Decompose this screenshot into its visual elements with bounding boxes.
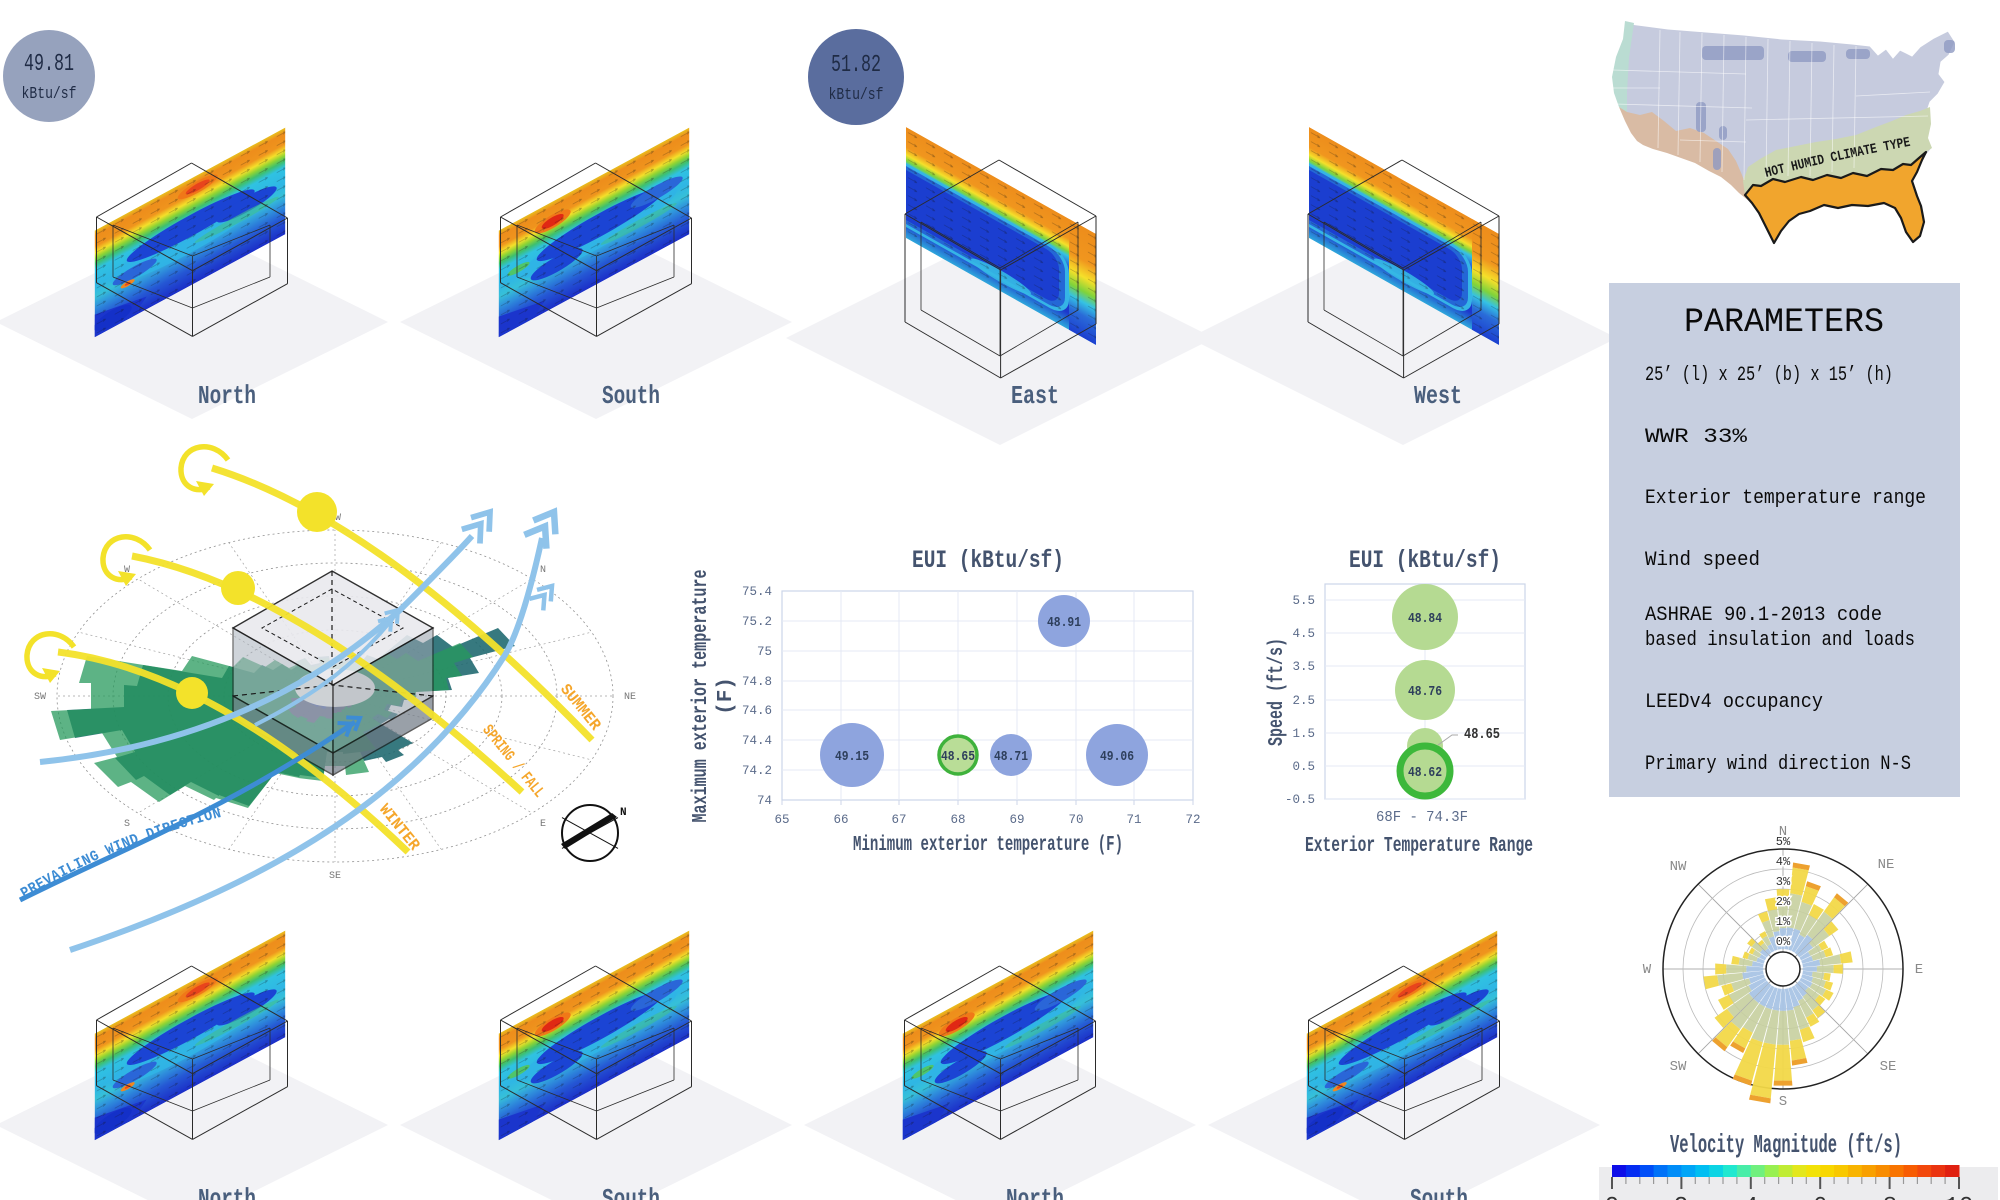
svg-text:N: N xyxy=(540,565,546,576)
svg-text:E: E xyxy=(1915,962,1923,978)
svg-text:W: W xyxy=(1643,962,1652,978)
svg-text:3.5: 3.5 xyxy=(1292,660,1315,674)
svg-text:kBtu/sf: kBtu/sf xyxy=(829,86,884,105)
svg-text:71: 71 xyxy=(1126,813,1141,827)
svg-text:5.5: 5.5 xyxy=(1292,594,1315,608)
svg-text:74: 74 xyxy=(757,794,772,808)
svg-text:68: 68 xyxy=(950,813,965,827)
svg-text:75.2: 75.2 xyxy=(742,615,772,629)
svg-text:North: North xyxy=(198,381,256,411)
svg-text:1.5: 1.5 xyxy=(1292,727,1315,741)
svg-text:4: 4 xyxy=(1744,1194,1758,1200)
svg-text:S: S xyxy=(1779,1094,1787,1110)
svg-text:SW: SW xyxy=(1670,1059,1687,1075)
svg-text:48.91: 48.91 xyxy=(1047,615,1081,631)
svg-text:5%: 5% xyxy=(1776,835,1791,849)
svg-text:75: 75 xyxy=(757,645,772,659)
svg-text:0.5: 0.5 xyxy=(1292,760,1315,774)
svg-text:West: West xyxy=(1414,381,1462,411)
svg-text:74.6: 74.6 xyxy=(742,704,772,718)
svg-text:PARAMETERS: PARAMETERS xyxy=(1684,304,1884,342)
svg-text:North: North xyxy=(1006,1184,1064,1200)
svg-text:48.71: 48.71 xyxy=(994,749,1028,765)
svg-text:Speed (ft/s): Speed (ft/s) xyxy=(1266,638,1289,746)
svg-text:0%: 0% xyxy=(1776,935,1791,949)
svg-text:25’ (l) x 25’ (b) x 15’ (h): 25’ (l) x 25’ (b) x 15’ (h) xyxy=(1645,364,1893,387)
svg-text:NW: NW xyxy=(1670,859,1687,875)
svg-text:N: N xyxy=(620,807,627,819)
svg-text:LEEDv4 occupancy: LEEDv4 occupancy xyxy=(1645,691,1823,714)
svg-text:NE: NE xyxy=(624,692,636,703)
svg-text:ASHRAE 90.1-2013 code: ASHRAE 90.1-2013 code xyxy=(1645,604,1882,627)
svg-text:2.5: 2.5 xyxy=(1292,694,1315,708)
svg-text:SE: SE xyxy=(1880,1059,1897,1075)
svg-text:Velocity Magnitude (ft/s): Velocity Magnitude (ft/s) xyxy=(1670,1130,1902,1160)
svg-text:E: E xyxy=(540,819,546,830)
svg-text:SE: SE xyxy=(329,871,341,882)
svg-text:EUI (kBtu/sf): EUI (kBtu/sf) xyxy=(912,546,1064,575)
svg-text:48.62: 48.62 xyxy=(1408,765,1442,781)
svg-text:4%: 4% xyxy=(1776,855,1791,869)
svg-text:3%: 3% xyxy=(1776,875,1791,889)
svg-text:69: 69 xyxy=(1009,813,1024,827)
svg-text:North: North xyxy=(198,1184,256,1200)
svg-text:Exterior temperature range: Exterior temperature range xyxy=(1645,487,1926,510)
svg-text:66: 66 xyxy=(833,813,848,827)
svg-text:Maximum exterior temperature: Maximum exterior temperature xyxy=(690,570,713,823)
svg-text:48.84: 48.84 xyxy=(1408,611,1442,627)
svg-text:2%: 2% xyxy=(1776,895,1791,909)
svg-text:WWR 33%: WWR 33% xyxy=(1645,426,1748,449)
svg-text:S: S xyxy=(124,819,130,830)
svg-text:W: W xyxy=(124,565,130,576)
svg-text:East: East xyxy=(1011,381,1059,411)
svg-text:PREVAILING WIND DIRECTION: PREVAILING WIND DIRECTION xyxy=(18,805,223,902)
svg-text:6: 6 xyxy=(1813,1194,1827,1200)
svg-text:49.06: 49.06 xyxy=(1100,749,1134,765)
svg-text:kBtu/sf: kBtu/sf xyxy=(22,85,77,104)
svg-text:51.82: 51.82 xyxy=(831,52,881,79)
svg-text:75.4: 75.4 xyxy=(742,585,772,599)
svg-text:68F - 74.3F: 68F - 74.3F xyxy=(1376,809,1468,826)
svg-text:65: 65 xyxy=(774,813,789,827)
svg-text:49.81: 49.81 xyxy=(24,51,74,78)
svg-text:N: N xyxy=(1779,824,1787,840)
svg-text:8: 8 xyxy=(1883,1194,1897,1200)
svg-text:48.76: 48.76 xyxy=(1408,684,1442,700)
svg-text:49.15: 49.15 xyxy=(835,749,869,765)
svg-text:48.65: 48.65 xyxy=(1464,726,1500,743)
svg-text:48.65: 48.65 xyxy=(941,749,975,765)
svg-text:based insulation and loads: based insulation and loads xyxy=(1645,629,1915,652)
svg-text:Exterior Temperature Range: Exterior Temperature Range xyxy=(1305,835,1533,858)
svg-text:Primary wind direction N-S: Primary wind direction N-S xyxy=(1645,753,1911,776)
svg-text:Minimum exterior temperature (: Minimum exterior temperature (F) xyxy=(853,834,1123,857)
svg-text:2: 2 xyxy=(1674,1194,1688,1200)
svg-text:70: 70 xyxy=(1068,813,1083,827)
svg-text:1%: 1% xyxy=(1776,915,1791,929)
svg-text:South: South xyxy=(602,381,660,411)
svg-text:(F): (F) xyxy=(715,677,738,715)
svg-text:Wind speed: Wind speed xyxy=(1645,549,1760,572)
svg-text:74.8: 74.8 xyxy=(742,675,772,689)
svg-text:72: 72 xyxy=(1185,813,1200,827)
svg-text:NE: NE xyxy=(1878,857,1895,873)
svg-text:South: South xyxy=(1410,1184,1468,1200)
svg-text:South: South xyxy=(602,1184,660,1200)
svg-text:SW: SW xyxy=(34,692,46,703)
svg-text:0: 0 xyxy=(1605,1194,1619,1200)
svg-text:67: 67 xyxy=(891,813,906,827)
svg-text:10: 10 xyxy=(1945,1194,1974,1200)
svg-text:4.5: 4.5 xyxy=(1292,627,1315,641)
svg-text:74.2: 74.2 xyxy=(742,764,772,778)
svg-text:EUI (kBtu/sf): EUI (kBtu/sf) xyxy=(1349,546,1501,575)
svg-text:74.4: 74.4 xyxy=(742,734,772,748)
svg-text:-0.5: -0.5 xyxy=(1285,793,1315,807)
